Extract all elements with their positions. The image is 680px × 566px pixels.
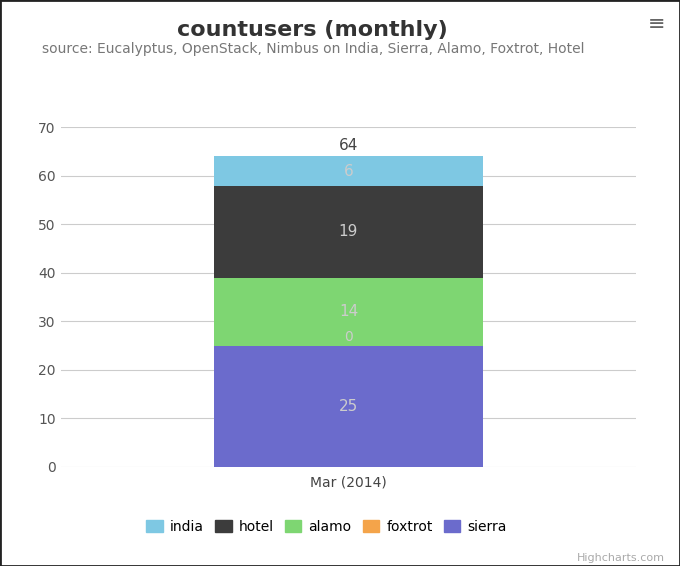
Text: ≡: ≡: [647, 14, 665, 34]
Text: 0: 0: [344, 330, 353, 344]
Text: Highcharts.com: Highcharts.com: [577, 553, 665, 563]
Text: 6: 6: [343, 164, 354, 178]
Legend: india, hotel, alamo, foxtrot, sierra: india, hotel, alamo, foxtrot, sierra: [141, 514, 512, 539]
Bar: [214, 186, 483, 278]
Text: 25: 25: [339, 399, 358, 414]
Text: 64: 64: [339, 138, 358, 153]
Bar: [214, 346, 483, 467]
Text: source: Eucalyptus, OpenStack, Nimbus on India, Sierra, Alamo, Foxtrot, Hotel: source: Eucalyptus, OpenStack, Nimbus on…: [41, 42, 584, 57]
Text: countusers (monthly): countusers (monthly): [177, 20, 448, 40]
Bar: [214, 156, 483, 186]
Text: 19: 19: [339, 224, 358, 239]
Bar: [214, 278, 483, 346]
Text: 14: 14: [339, 304, 358, 319]
